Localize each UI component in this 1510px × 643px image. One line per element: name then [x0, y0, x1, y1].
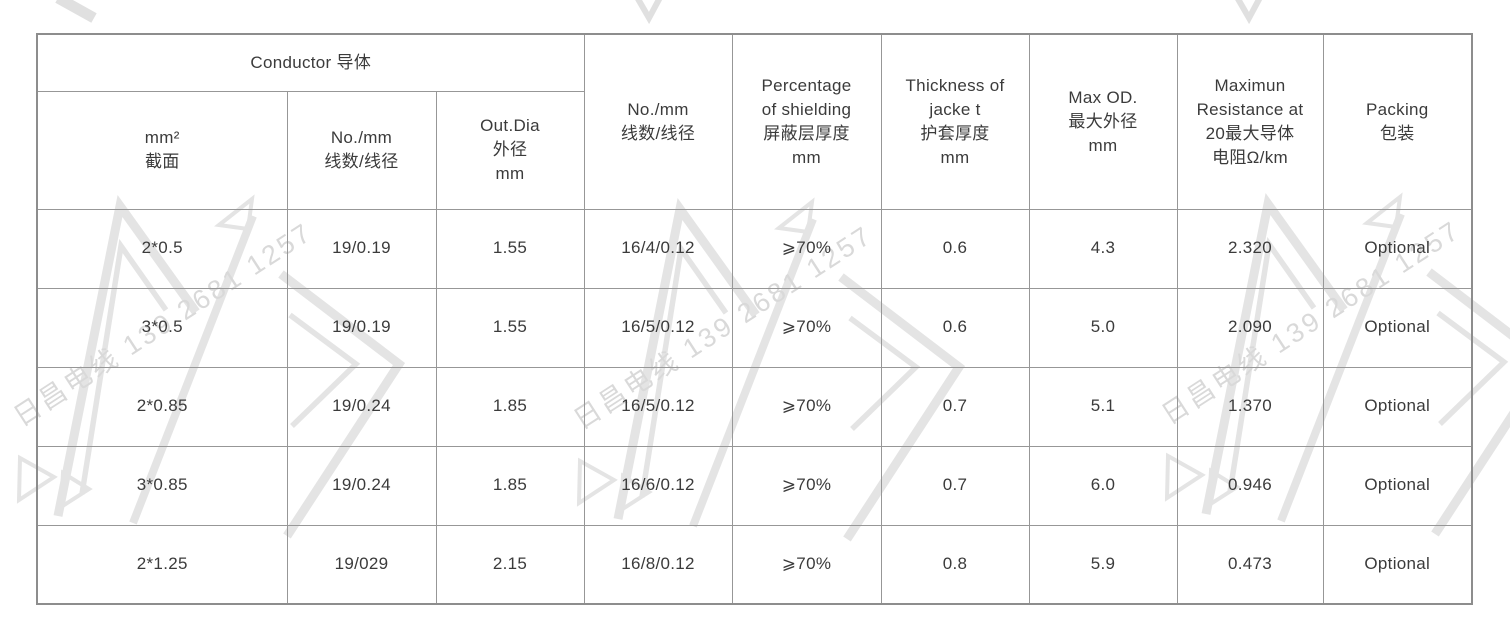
table-cell: 1.55 [435, 208, 585, 289]
table-cell: ⩾70% [731, 524, 882, 605]
table-cell: 4.3 [1028, 208, 1178, 289]
table-cell: 16/5/0.12 [583, 366, 733, 447]
table-cell: Optional [1322, 208, 1473, 289]
table-cell: Optional [1322, 524, 1473, 605]
table-cell: 0.7 [880, 366, 1030, 447]
table-row: 2*0.5 19/0.19 1.55 16/4/0.12 ⩾70% 0.6 4.… [36, 208, 1473, 289]
header-packing: Packing 包装 [1322, 33, 1473, 210]
header-jacket-thickness: Thickness of jacke t 护套厚度 mm [880, 33, 1030, 210]
header-conductor-no-mm: No./mm 线数/线径 [286, 90, 437, 210]
header-strand-count: No./mm 线数/线径 [583, 33, 733, 210]
table-cell: ⩾70% [731, 287, 882, 368]
table-cell: 2*0.85 [36, 366, 288, 447]
header-max-resistance: Maximun Resistance at 20最大导体 电阻Ω/km [1176, 33, 1324, 210]
table-cell: ⩾70% [731, 366, 882, 447]
table-cell: ⩾70% [731, 445, 882, 526]
header-max-od: Max OD. 最大外径 mm [1028, 33, 1178, 210]
table-row: 2*1.25 19/029 2.15 16/8/0.12 ⩾70% 0.8 5.… [36, 524, 1473, 605]
table-cell: 2*0.5 [36, 208, 288, 289]
table-cell: 0.473 [1176, 524, 1324, 605]
table-cell: 1.85 [435, 366, 585, 447]
table-cell: 6.0 [1028, 445, 1178, 526]
table-cell: 5.1 [1028, 366, 1178, 447]
table-cell: 0.6 [880, 208, 1030, 289]
table-cell: 19/0.24 [286, 366, 437, 447]
header-row-group: Conductor 导体 No./mm 线数/线径 Percentage of … [36, 33, 1473, 210]
table-cell: 5.0 [1028, 287, 1178, 368]
table-cell: Optional [1322, 445, 1473, 526]
table-cell: 1.55 [435, 287, 585, 368]
table-cell: 16/4/0.12 [583, 208, 733, 289]
table-cell: 0.6 [880, 287, 1030, 368]
table-cell: 1.85 [435, 445, 585, 526]
table-cell: Optional [1322, 366, 1473, 447]
table-cell: 2.320 [1176, 208, 1324, 289]
table-cell: 2*1.25 [36, 524, 288, 605]
table-cell: 19/0.19 [286, 287, 437, 368]
table-row: 3*0.85 19/0.24 1.85 16/6/0.12 ⩾70% 0.7 6… [36, 445, 1473, 526]
table-cell: 2.090 [1176, 287, 1324, 368]
table-cell: 0.8 [880, 524, 1030, 605]
table-cell: 19/029 [286, 524, 437, 605]
table-row: 2*0.85 19/0.24 1.85 16/5/0.12 ⩾70% 0.7 5… [36, 366, 1473, 447]
table-cell: 3*0.5 [36, 287, 288, 368]
table-cell: 16/6/0.12 [583, 445, 733, 526]
header-out-dia: Out.Dia 外径 mm [435, 90, 585, 210]
table-cell: 3*0.85 [36, 445, 288, 526]
table-cell: 16/8/0.12 [583, 524, 733, 605]
table-row: 3*0.5 19/0.19 1.55 16/5/0.12 ⩾70% 0.6 5.… [36, 287, 1473, 368]
table-cell: ⩾70% [731, 208, 882, 289]
table-cell: 5.9 [1028, 524, 1178, 605]
header-shielding-percentage: Percentage of shielding 屏蔽层厚度 mm [731, 33, 882, 210]
header-conductor-group: Conductor 导体 [36, 33, 585, 92]
watermark-top-edge-marks [55, 0, 1263, 25]
table-cell: 16/5/0.12 [583, 287, 733, 368]
table-cell: 2.15 [435, 524, 585, 605]
header-row-sub: mm² 截面 No./mm 线数/线径 Out.Dia 外径 mm [36, 90, 1472, 210]
cable-spec-table: Conductor 导体 No./mm 线数/线径 Percentage of … [36, 33, 1474, 605]
table-cell: 0.946 [1176, 445, 1324, 526]
table-cell: 19/0.24 [286, 445, 437, 526]
table-cell: 0.7 [880, 445, 1030, 526]
header-cross-section: mm² 截面 [36, 90, 288, 210]
table-cell: Optional [1322, 287, 1473, 368]
table-cell: 1.370 [1176, 366, 1324, 447]
table-cell: 19/0.19 [286, 208, 437, 289]
